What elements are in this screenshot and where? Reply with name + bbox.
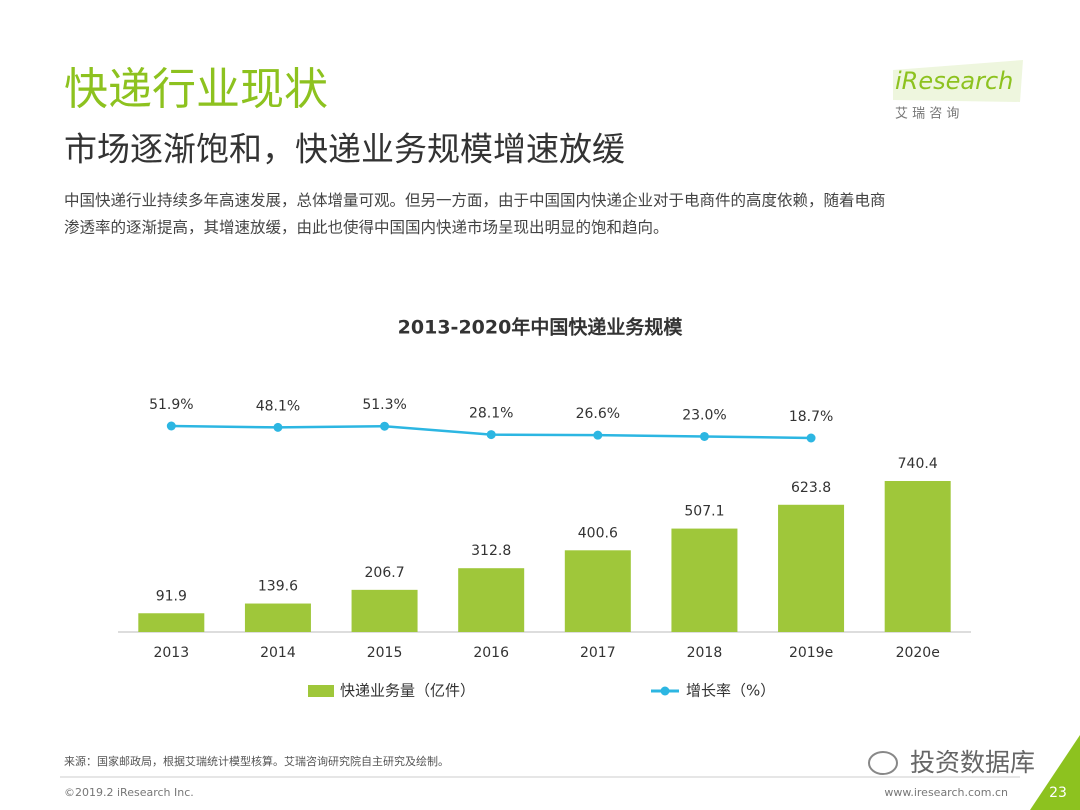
data-label: 26.6% (576, 406, 620, 422)
x-tick-label: 2014 (260, 645, 296, 661)
wechat-icon (868, 751, 898, 775)
x-tick-label: 2015 (367, 645, 403, 661)
bar (138, 613, 205, 632)
url: www.iresearch.com.cn (884, 786, 1008, 799)
data-label: 18.7% (789, 409, 833, 425)
page-corner (1030, 735, 1080, 810)
x-tick-label: 2019e (789, 645, 833, 661)
bar (351, 589, 418, 632)
line-marker (166, 421, 176, 431)
bar (244, 603, 311, 632)
data-label: 51.9% (149, 397, 193, 413)
data-label: 507.1 (684, 504, 724, 520)
bar (778, 504, 845, 632)
legend-marker (660, 686, 670, 696)
x-tick-label: 2017 (580, 645, 616, 661)
data-label: 51.3% (362, 397, 406, 413)
line-marker (593, 430, 603, 440)
body-line: 中国快递行业持续多年高速发展，总体增量可观。但另一方面，由于中国国内快递企业对于… (64, 192, 886, 210)
data-label: 623.8 (791, 480, 831, 496)
slide-subtitle: 市场逐渐饱和，快递业务规模增速放缓 (64, 130, 625, 169)
line-marker (486, 430, 496, 440)
logo-bg (893, 60, 1023, 102)
logo: iResearch (895, 67, 1013, 95)
data-label: 28.1% (469, 406, 513, 422)
slide-title: 快递行业现状 (64, 64, 328, 115)
body-line: 渗透率的逐渐提高，其增速放缓，由此也使得中国国内快递市场呈现出明显的饱和趋向。 (64, 219, 669, 237)
line-marker (380, 421, 390, 431)
bar (671, 528, 738, 632)
legend-label: 增长率（%） (686, 682, 775, 700)
x-tick-label: 2018 (687, 645, 723, 661)
data-label: 400.6 (578, 525, 618, 541)
data-label: 740.4 (898, 456, 938, 472)
data-label: 48.1% (256, 398, 300, 414)
data-label: 23.0% (682, 407, 726, 423)
bar (564, 550, 631, 632)
legend-swatch (308, 685, 334, 697)
source: 来源：国家邮政局，根据艾瑞统计模型核算。艾瑞咨询研究院自主研究及绘制。 (64, 754, 449, 768)
line-marker (806, 433, 816, 443)
page-number: 23 (1049, 785, 1067, 801)
data-label: 91.9 (156, 588, 187, 604)
data-label: 312.8 (471, 543, 511, 559)
copyright: ©2019.2 iResearch Inc. (64, 786, 194, 799)
plot: 2013 2014 2015 2016 2017 2018 2019e 2020e 91.9 13… (138, 397, 951, 661)
line-marker (273, 422, 283, 432)
line-marker (699, 431, 709, 441)
x-tick-label: 2016 (473, 645, 509, 661)
chart-title: 2013-2020年中国快递业务规模 (398, 316, 684, 339)
bar (884, 481, 951, 632)
watermark: 投资数据库 (910, 748, 1035, 777)
x-tick-label: 2020e (896, 645, 940, 661)
logo-sub: 艾 瑞 咨 询 (895, 107, 959, 122)
x-tick-label: 2013 (153, 645, 189, 661)
data-label: 139.6 (258, 579, 298, 595)
legend-label: 快递业务量（亿件） (340, 682, 475, 700)
bar (458, 568, 525, 632)
data-label: 206.7 (365, 565, 405, 581)
